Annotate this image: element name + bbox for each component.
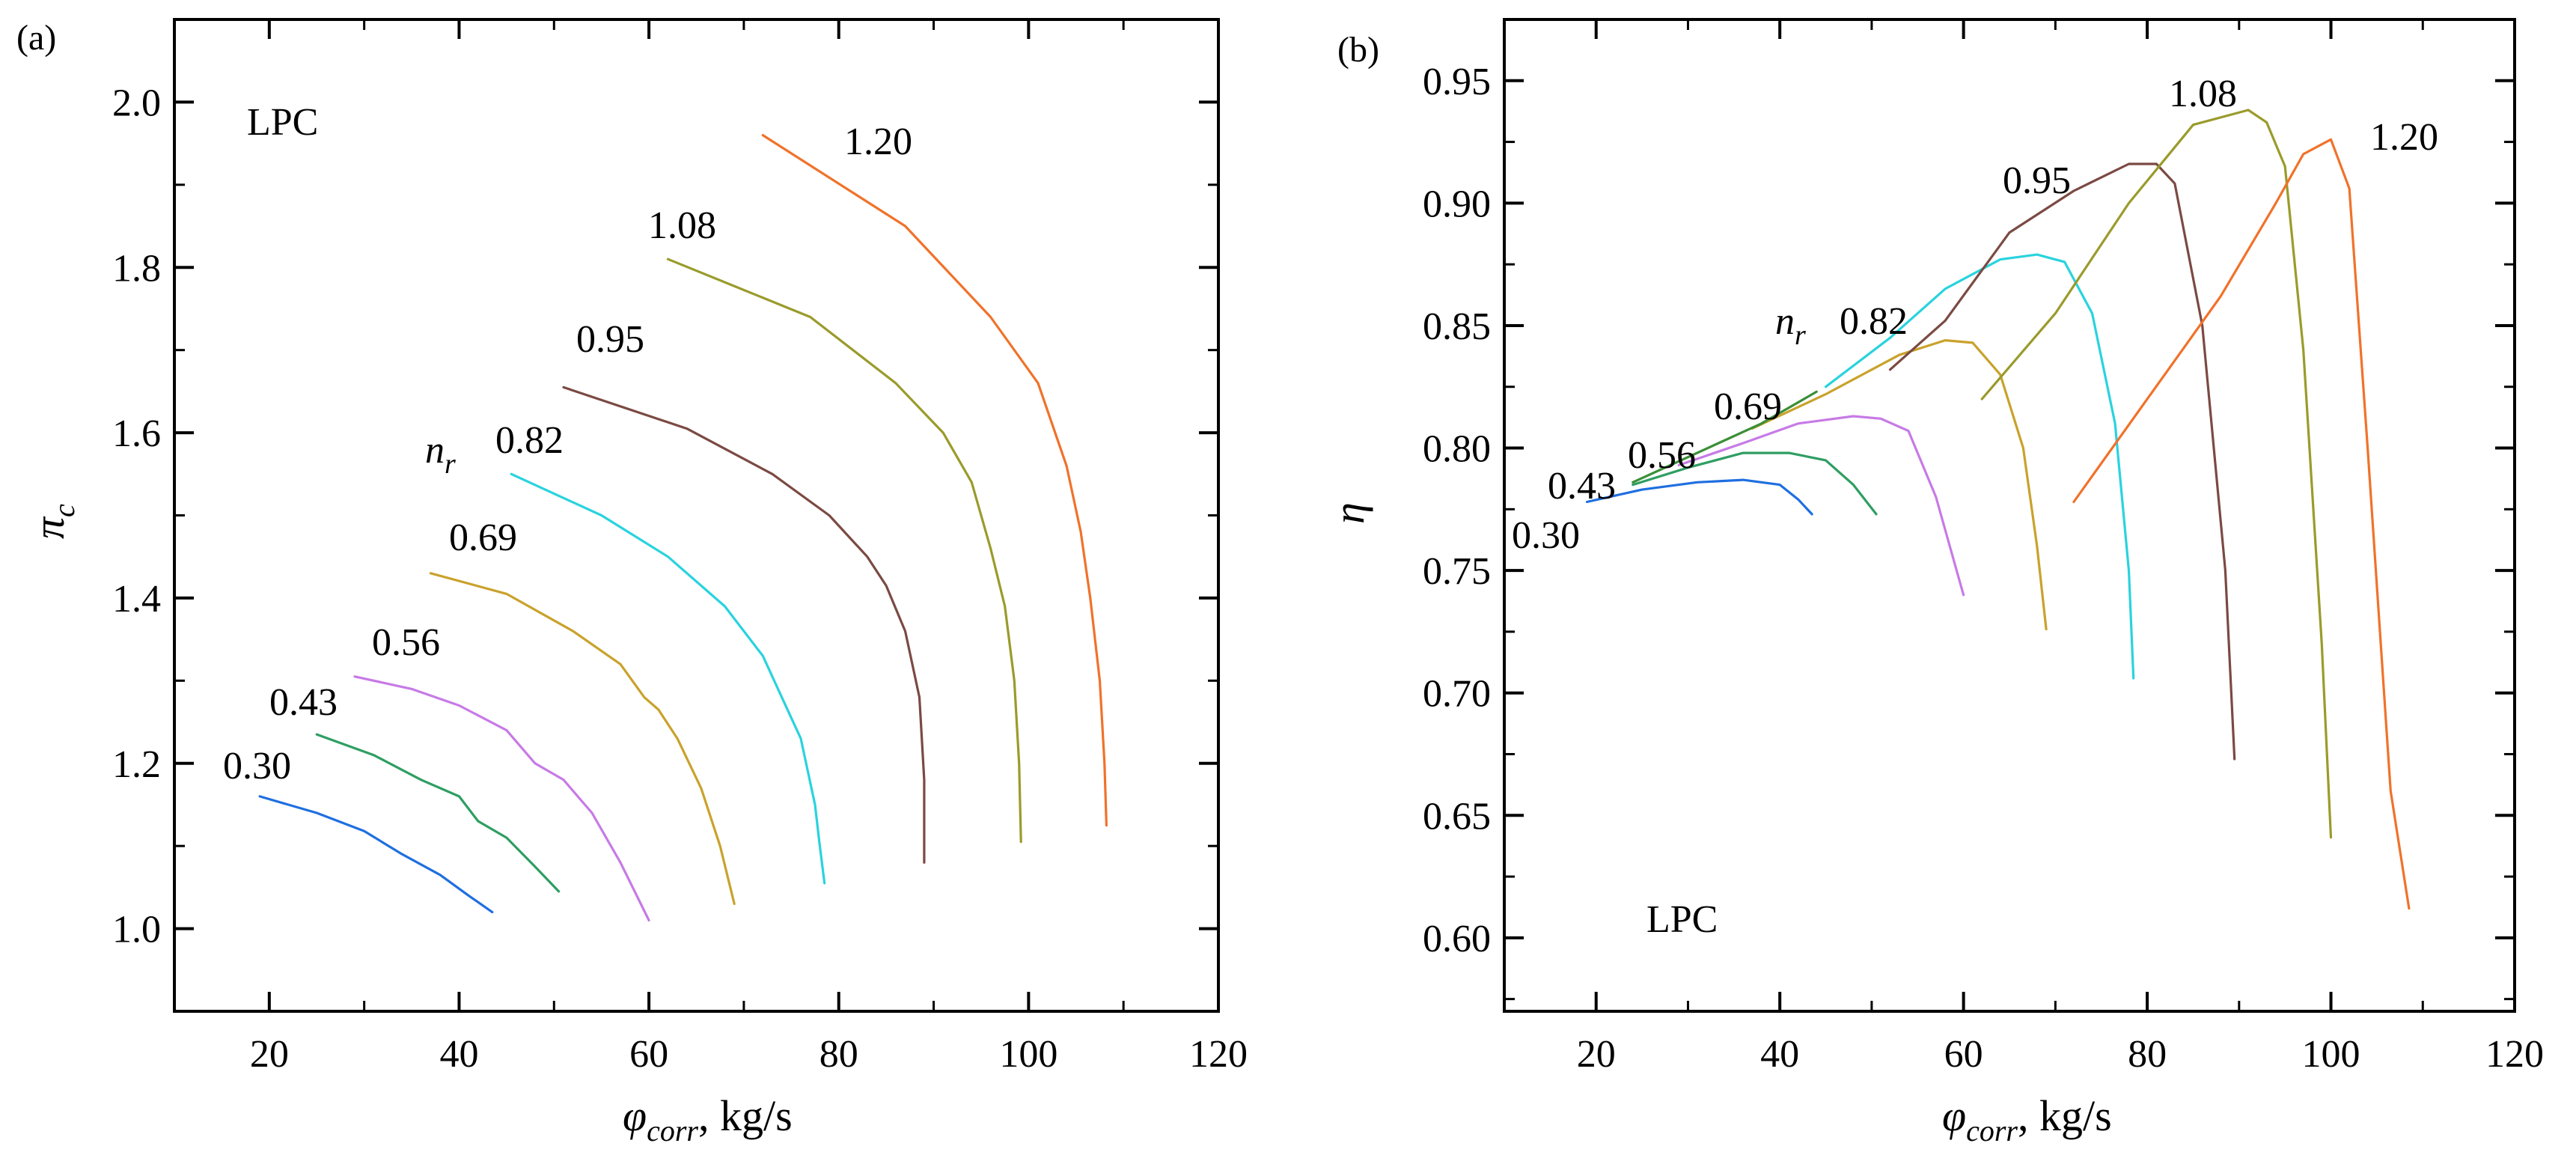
panel-a-tag: (a) <box>16 18 56 58</box>
series-line-0-30 <box>258 795 494 914</box>
panel-b-curve-label-0-69: 0.69 <box>1714 386 1782 428</box>
panel-a-frame <box>173 18 1220 1013</box>
series-line-0-30 <box>1585 478 1813 516</box>
panel-a-curve-label-0-95: 0.95 <box>576 318 644 361</box>
x-tick-label: 100 <box>999 1033 1057 1076</box>
y-tick-label: 0.85 <box>1423 305 1491 348</box>
panel-b-curve-label-1-20: 1.20 <box>2370 116 2438 159</box>
panel-a-curve-label-1-20: 1.20 <box>844 121 912 163</box>
y-tick-label: 0.95 <box>1423 61 1491 103</box>
series-line-0-82 <box>1824 253 2135 680</box>
panel-b-x-label-sub: corr <box>1966 1114 2018 1148</box>
panel-a-curve-label-0-30: 0.30 <box>223 745 291 787</box>
series-line-1-08 <box>1980 109 2333 839</box>
series-line-1-08 <box>666 257 1022 844</box>
panel-b-x-axis-label: φcorr, kg/s <box>1942 1091 2112 1148</box>
x-tick-label: 120 <box>2485 1033 2544 1076</box>
series-line-0-69 <box>1751 339 2048 631</box>
panel-b-lpc-label: LPC <box>1646 898 1718 941</box>
series-line-0-43 <box>315 733 561 893</box>
panel-b-curve-label-0-30: 0.30 <box>1512 514 1580 557</box>
x-tick-label: 80 <box>2128 1033 2167 1076</box>
panel-b-y-axis-label: η <box>1325 502 1373 524</box>
panel-b-speed-symbol-sub: r <box>1795 320 1806 351</box>
panel-a-y-label-main: π <box>25 516 73 539</box>
series-line-0-69 <box>429 572 736 906</box>
y-tick-label: 1.6 <box>112 412 161 455</box>
panel-a-ticks: 20 40 60 80 100 120 1.0 1.2 1.4 1.6 1.8 2.0 <box>112 19 1248 1076</box>
panel-b-x-label-main: φ <box>1942 1091 1966 1140</box>
series-line-1-20 <box>761 134 1108 827</box>
y-tick-label: 0.75 <box>1423 550 1491 593</box>
panel-b-series <box>1585 109 2411 910</box>
panel-a-series <box>258 134 1108 922</box>
y-tick-label: 1.4 <box>112 578 161 621</box>
panel-a-speed-symbol-sub: r <box>445 448 456 480</box>
panel-b-speed-symbol-main: n <box>1775 300 1795 343</box>
panel-b-frame <box>1503 18 2516 1013</box>
panel-b-curve-label-0-95: 0.95 <box>2003 159 2071 202</box>
x-tick-label: 40 <box>1760 1033 1799 1076</box>
series-line-0-95 <box>562 386 926 864</box>
y-tick-label: 1.0 <box>112 909 161 951</box>
x-tick-label: 80 <box>820 1033 858 1076</box>
panel-b-curve-labels: 0.30 0.43 0.56 0.69 0.82 0.95 1.08 1.20 <box>1512 73 2438 557</box>
y-tick-label: 1.8 <box>112 247 161 290</box>
panel-a-curve-label-0-43: 0.43 <box>269 681 338 724</box>
panel-a-speed-symbol: nr <box>425 429 456 480</box>
panel-a-curve-label-0-56: 0.56 <box>372 621 440 664</box>
x-tick-label: 120 <box>1189 1033 1248 1076</box>
x-tick-label: 60 <box>629 1033 668 1076</box>
series-line-0-82 <box>510 472 826 885</box>
series-line-0-56 <box>1677 415 1965 597</box>
panel-b-curve-label-1-08: 1.08 <box>2169 73 2237 115</box>
panel-b-ticks: 20 40 60 80 100 120 0.60 0.65 0.70 0.75 0.80 0.85 0.… <box>1423 19 2544 1076</box>
panel-a-x-label-main: φ <box>623 1091 647 1140</box>
y-tick-label: 0.70 <box>1423 673 1491 716</box>
panel-a-y-axis-label: πc <box>25 504 81 539</box>
y-tick-label: 2.0 <box>112 82 161 124</box>
panel-a-curve-label-1-08: 1.08 <box>648 204 716 247</box>
series-line-surge-connector <box>1632 390 1818 484</box>
panel-b-x-label-unit: , kg/s <box>2018 1091 2112 1140</box>
panel-b-chart: (b) 20 40 60 80 100 120 0.60 0.65 0.70 0.75 0.80 0.… <box>1325 18 2544 1148</box>
y-tick-label: 1.2 <box>112 743 161 786</box>
panel-a-chart: (a) 20 40 60 80 100 120 1.0 1.2 1.4 1.6 1.8 2.0 LPC… <box>16 18 1248 1148</box>
y-tick-label: 0.60 <box>1423 918 1491 960</box>
x-tick-label: 60 <box>1944 1033 1983 1076</box>
panel-a-curve-labels: 0.30 0.43 0.56 0.69 0.82 0.95 1.08 1.20 <box>223 121 912 787</box>
x-tick-label: 100 <box>2302 1033 2360 1076</box>
panel-a-lpc-label: LPC <box>247 101 318 144</box>
panel-a-x-axis-label: φcorr, kg/s <box>623 1091 793 1148</box>
panel-a-speed-symbol-main: n <box>425 429 445 472</box>
panel-a-y-label-sub: c <box>47 504 81 517</box>
panel-a-x-label-unit: , kg/s <box>698 1091 793 1140</box>
panel-b-tag: (b) <box>1337 30 1379 70</box>
panel-a-x-label-sub: corr <box>647 1114 698 1148</box>
x-tick-label: 40 <box>439 1033 478 1076</box>
series-line-0-56 <box>353 675 650 922</box>
panel-a-curve-label-0-69: 0.69 <box>449 516 517 559</box>
panel-b-curve-label-0-82: 0.82 <box>1840 300 1908 343</box>
series-line-0-43 <box>1632 451 1878 516</box>
series-line-0-95 <box>1888 162 2236 761</box>
y-tick-label: 0.65 <box>1423 795 1491 838</box>
y-tick-label: 0.80 <box>1423 428 1491 471</box>
y-tick-label: 0.90 <box>1423 183 1491 225</box>
series-line-1-20 <box>2072 138 2411 910</box>
x-tick-label: 20 <box>250 1033 289 1076</box>
x-tick-label: 20 <box>1577 1033 1616 1076</box>
panel-b-curve-label-0-56: 0.56 <box>1628 434 1696 477</box>
panel-a-curve-label-0-82: 0.82 <box>495 419 564 462</box>
panel-b-curve-label-0-43: 0.43 <box>1548 465 1616 508</box>
panel-b-speed-symbol: nr <box>1775 300 1806 351</box>
